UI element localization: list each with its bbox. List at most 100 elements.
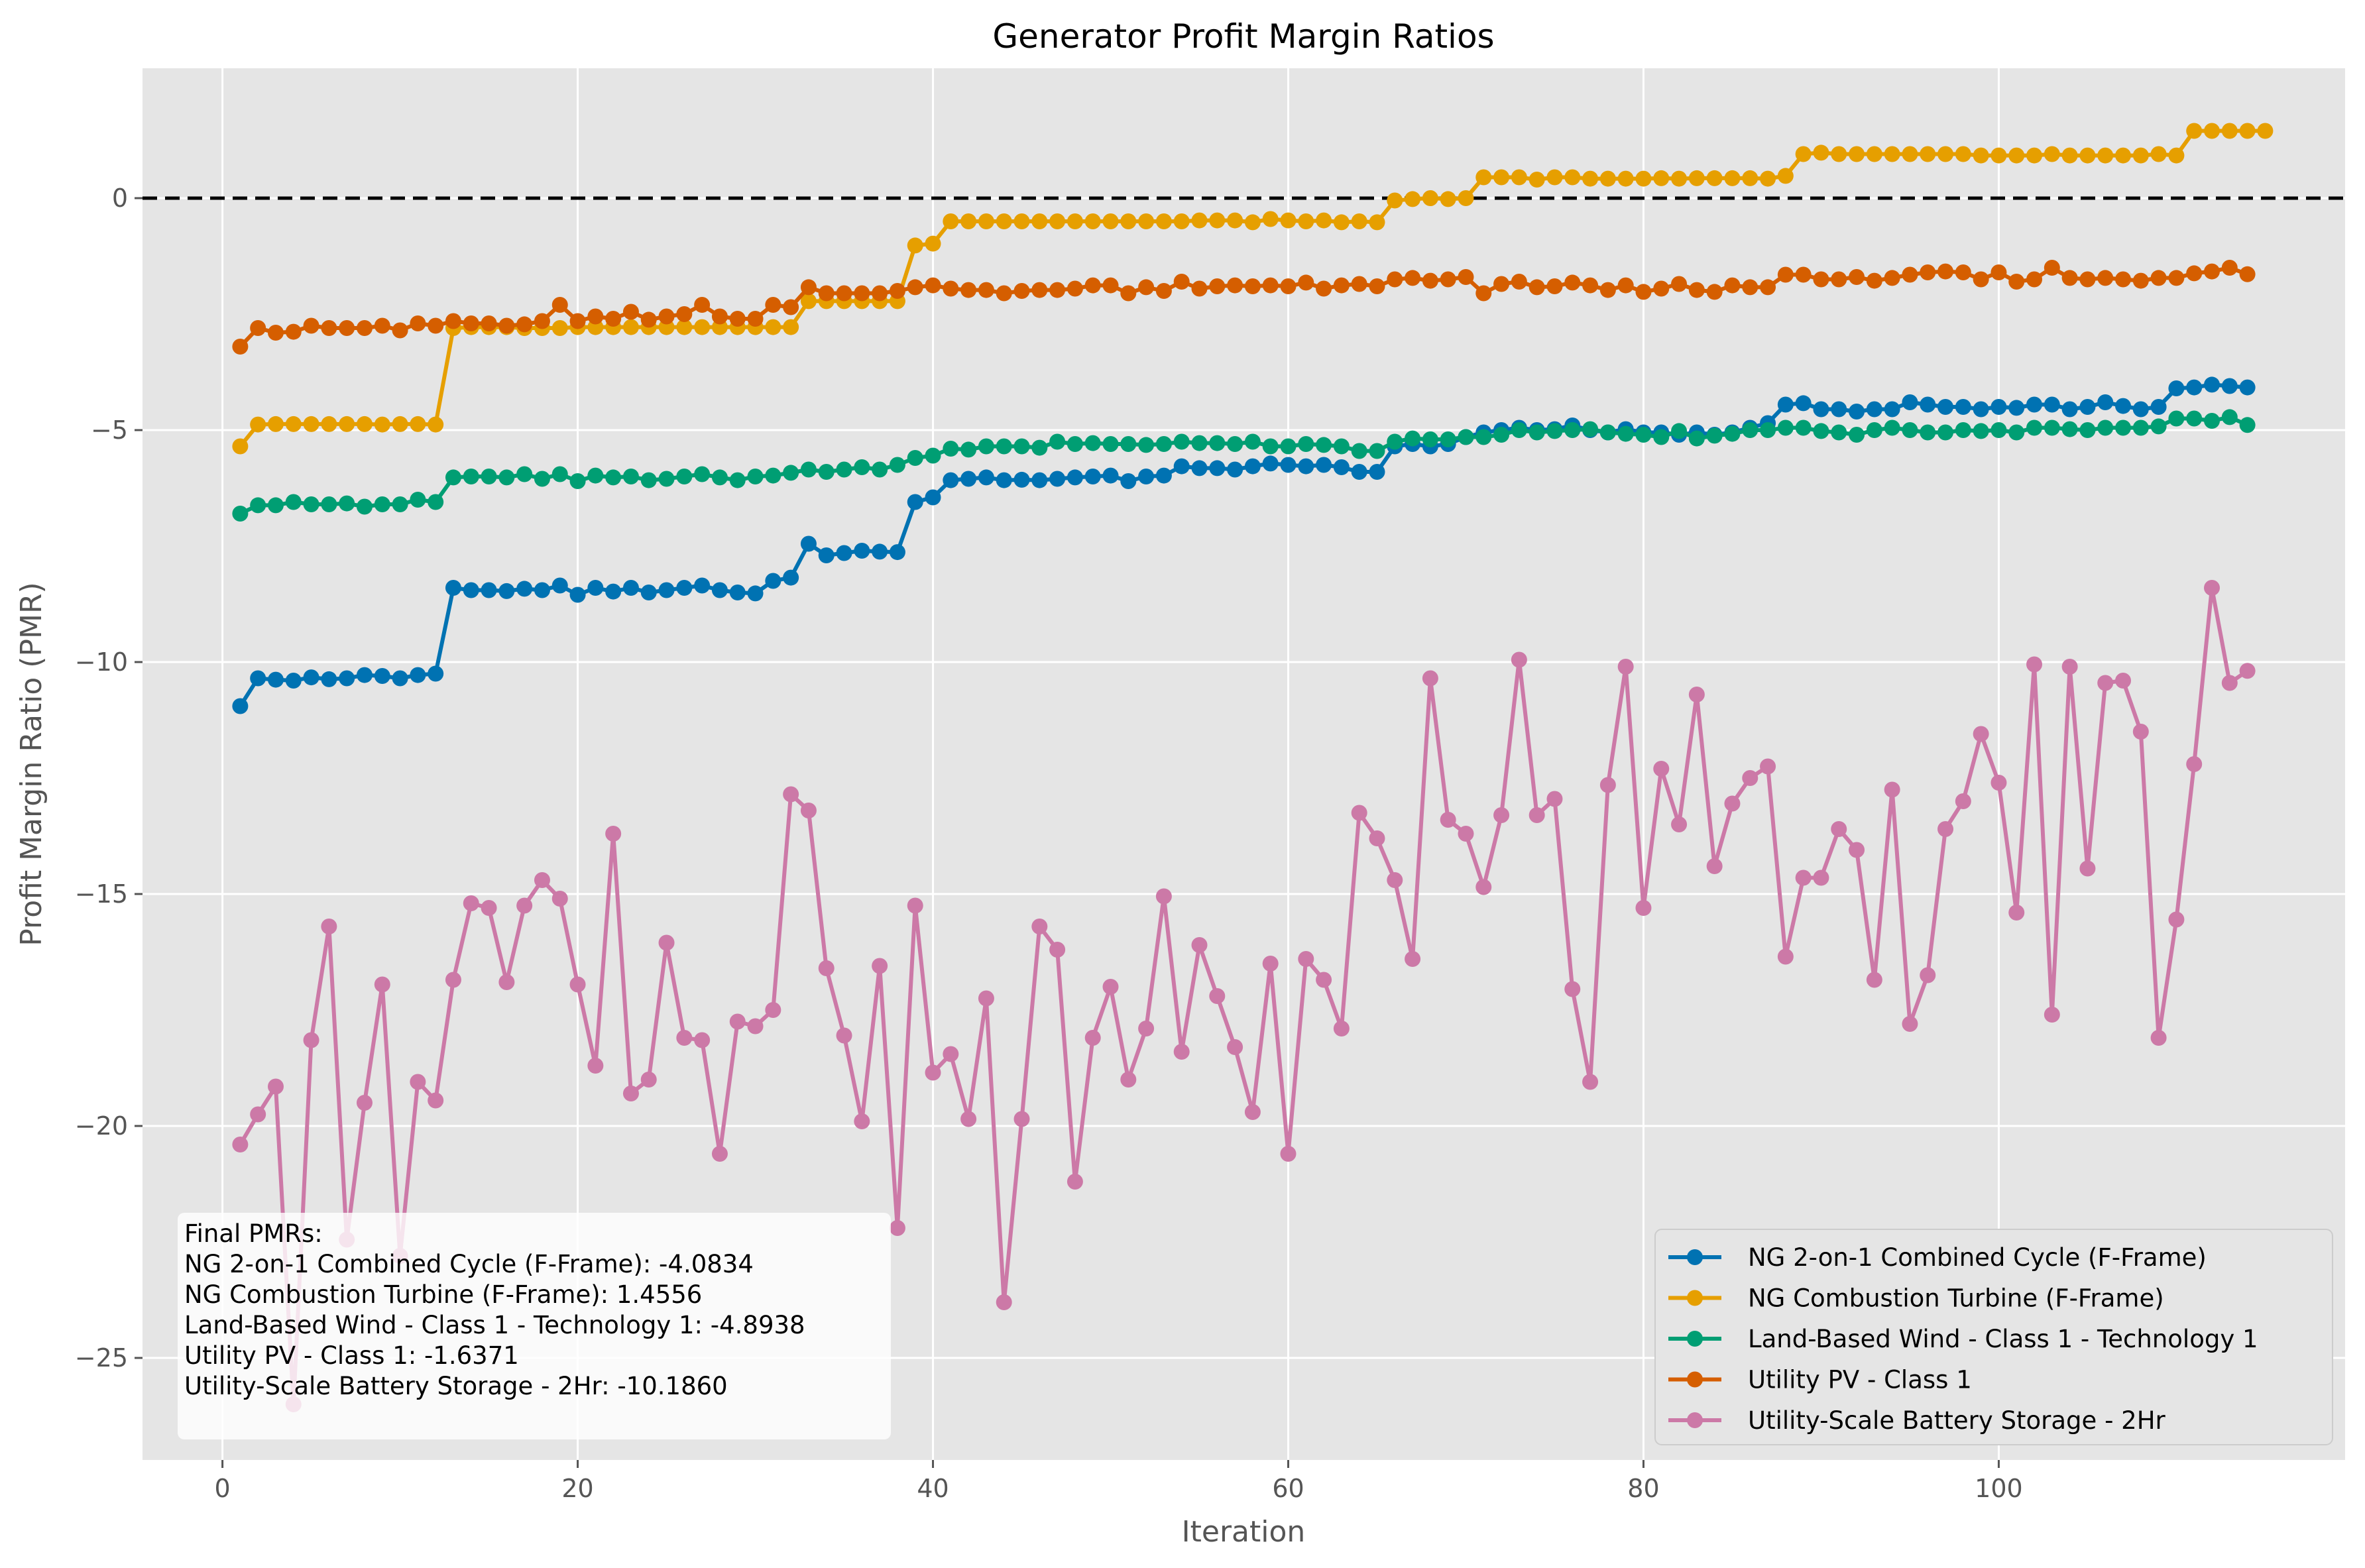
data-point xyxy=(925,447,941,464)
data-point xyxy=(303,496,319,512)
data-point xyxy=(1049,942,1066,958)
data-point xyxy=(1511,169,1527,186)
data-point xyxy=(1351,443,1367,459)
data-point xyxy=(410,667,426,683)
data-point xyxy=(232,339,249,355)
data-point xyxy=(1138,279,1155,296)
data-point xyxy=(1973,726,1989,742)
data-point xyxy=(1884,270,1900,286)
data-point xyxy=(1902,394,1918,410)
data-point xyxy=(836,545,852,561)
data-point xyxy=(1387,192,1403,209)
data-point xyxy=(2026,396,2043,413)
data-point xyxy=(1635,170,1652,187)
data-point xyxy=(250,497,266,514)
data-point xyxy=(2239,417,2256,433)
data-point xyxy=(694,319,711,335)
data-point xyxy=(1422,272,1438,289)
data-point xyxy=(2186,265,2203,282)
data-point xyxy=(1777,266,1794,283)
data-point xyxy=(534,582,550,598)
data-point xyxy=(1866,272,1882,289)
data-point xyxy=(267,416,284,432)
x-axis-label: Iteration xyxy=(1182,1515,1306,1549)
data-point xyxy=(1529,424,1545,441)
x-tick-label: 80 xyxy=(1627,1474,1659,1503)
data-point xyxy=(1493,427,1510,443)
data-point xyxy=(1049,471,1066,487)
data-point xyxy=(2168,270,2185,286)
data-point xyxy=(1173,458,1190,475)
data-point xyxy=(943,441,959,457)
data-point xyxy=(800,535,817,552)
series-5 xyxy=(232,580,2256,1412)
y-axis-label: Profit Margin Ratio (PMR) xyxy=(15,582,48,946)
data-point xyxy=(1067,436,1083,452)
legend-label: NG Combustion Turbine (F-Frame) xyxy=(1748,1284,2164,1313)
data-point xyxy=(2044,146,2060,162)
data-point xyxy=(1582,1074,1599,1090)
data-point xyxy=(392,496,408,512)
data-point xyxy=(658,308,675,325)
data-point xyxy=(1564,422,1581,438)
data-point xyxy=(1120,1072,1137,1088)
data-point xyxy=(729,1013,746,1030)
data-point xyxy=(694,1032,711,1048)
data-point xyxy=(232,506,249,522)
data-point xyxy=(1369,830,1385,846)
data-point xyxy=(1405,270,1421,286)
data-point xyxy=(640,311,657,328)
data-point xyxy=(729,311,746,327)
data-point xyxy=(321,416,337,432)
data-point xyxy=(960,471,977,487)
legend-swatch-marker xyxy=(1687,1371,1703,1388)
data-point xyxy=(1333,277,1350,294)
data-point xyxy=(711,582,728,598)
data-point xyxy=(1280,212,1297,229)
data-point xyxy=(1138,437,1155,453)
data-point xyxy=(267,497,284,514)
data-point xyxy=(2008,905,2025,921)
data-point xyxy=(836,461,852,478)
data-point xyxy=(1013,471,1030,488)
data-point xyxy=(498,469,515,486)
data-point xyxy=(2132,724,2149,740)
data-point xyxy=(1155,283,1172,299)
data-point xyxy=(1298,436,1314,452)
data-point xyxy=(587,467,604,484)
data-point xyxy=(1387,433,1403,450)
data-point xyxy=(1333,459,1350,475)
data-point xyxy=(1635,427,1652,443)
data-point xyxy=(1813,144,1829,161)
data-point xyxy=(1599,282,1616,298)
data-point xyxy=(1831,271,1847,288)
data-point xyxy=(1866,972,1882,988)
data-point xyxy=(1084,277,1101,294)
data-point xyxy=(872,461,888,478)
data-point xyxy=(765,297,781,313)
data-point xyxy=(2115,673,2132,689)
data-point xyxy=(818,547,835,563)
x-tick-label: 20 xyxy=(561,1474,593,1503)
data-point xyxy=(1440,191,1456,207)
data-point xyxy=(836,285,852,302)
data-point xyxy=(605,583,622,600)
legend-swatch-marker xyxy=(1687,1249,1703,1265)
data-point xyxy=(428,1092,444,1109)
data-point xyxy=(2044,260,2060,276)
data-point xyxy=(1990,422,2007,438)
data-point xyxy=(551,577,568,594)
data-point xyxy=(676,469,693,484)
data-point xyxy=(303,669,319,686)
data-point xyxy=(1475,169,1492,186)
data-point xyxy=(943,213,959,229)
data-point xyxy=(622,469,639,484)
data-point xyxy=(2168,911,2185,928)
data-point xyxy=(2079,860,2096,877)
data-point xyxy=(1209,988,1226,1004)
data-point xyxy=(1369,443,1385,459)
grid xyxy=(143,68,2345,1460)
data-point xyxy=(551,466,568,482)
data-point xyxy=(783,299,799,315)
data-point xyxy=(1777,168,1794,184)
